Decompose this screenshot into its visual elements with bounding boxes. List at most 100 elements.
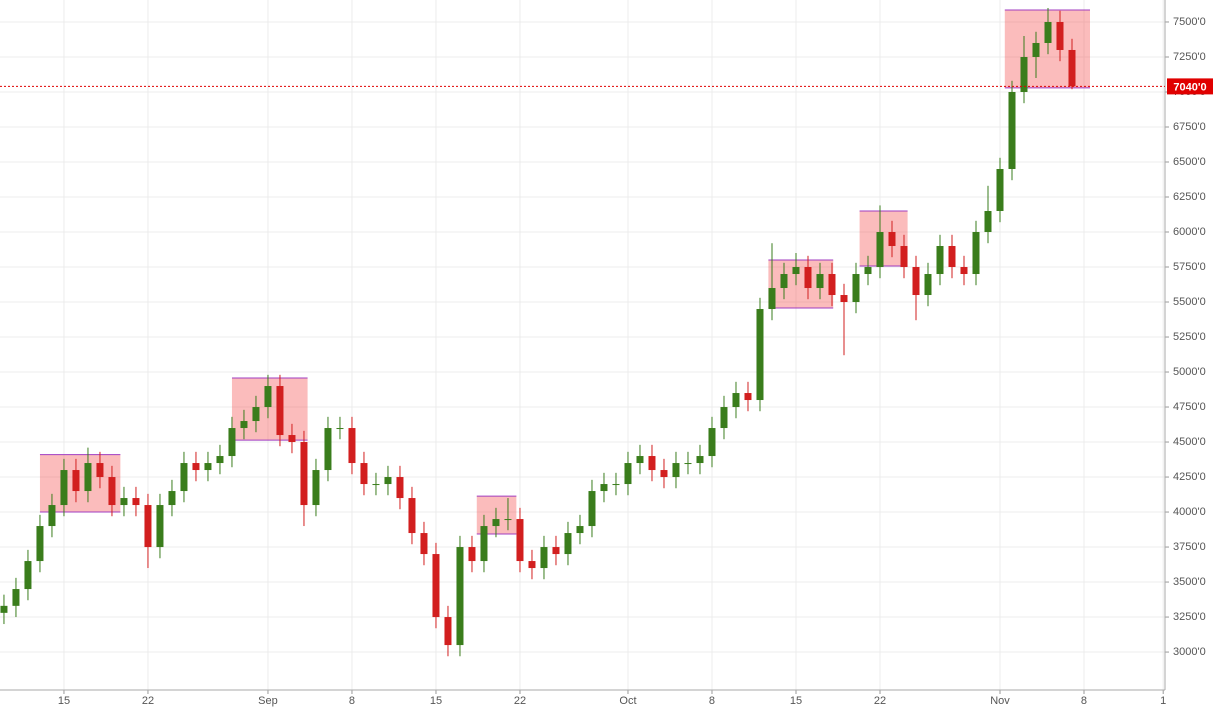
x-tick-label: 22 (142, 695, 154, 707)
x-tick-label: 22 (874, 695, 886, 707)
y-tick-label: 6750'0 (1173, 121, 1206, 133)
candle-body (744, 393, 752, 401)
candle-body (624, 463, 632, 485)
candle-body (168, 491, 176, 506)
candle-body (336, 428, 344, 430)
candle-body (516, 519, 524, 562)
candle-body (768, 288, 776, 310)
candle-body (960, 267, 968, 275)
candle-body (816, 274, 824, 289)
candle-body (120, 498, 128, 506)
y-tick-label: 3500'0 (1173, 576, 1206, 588)
x-tick-label: 15 (790, 695, 802, 707)
y-tick-label: 5000'0 (1173, 366, 1206, 378)
candle-body (48, 505, 56, 527)
candle-body (588, 491, 596, 527)
candle-body (276, 386, 284, 436)
candle-body (888, 232, 896, 247)
candle-body (420, 533, 428, 555)
candle-body (972, 232, 980, 275)
candle-body (252, 407, 260, 422)
zone (39, 454, 121, 513)
zone (859, 211, 908, 267)
candle-body (936, 246, 944, 275)
candle-body (636, 456, 644, 464)
candle-body (408, 498, 416, 534)
candle-body (696, 456, 704, 464)
candle-body (144, 505, 152, 548)
candle-body (1020, 56, 1028, 92)
candle-body (264, 386, 272, 408)
x-tick-label: 22 (514, 695, 526, 707)
candle-body (924, 274, 932, 296)
candle-body (948, 246, 956, 268)
candle-body (684, 463, 692, 465)
candle-body (552, 547, 560, 555)
x-tick-label: 1 (1160, 695, 1166, 707)
candle-body (900, 246, 908, 268)
candle-body (228, 428, 236, 457)
candle-body (300, 442, 308, 506)
candle-body (192, 463, 200, 471)
candle-body (456, 547, 464, 646)
candle-body (528, 561, 536, 569)
candle-body (864, 267, 872, 275)
candle-body (828, 274, 836, 296)
candle-body (540, 547, 548, 569)
y-tick-label: 3250'0 (1173, 611, 1206, 623)
candle-body (480, 526, 488, 562)
y-tick-label: 3000'0 (1173, 646, 1206, 658)
candle-body (1068, 49, 1076, 87)
candle-body (444, 617, 452, 646)
candle-body (504, 519, 512, 521)
y-tick-label: 6250'0 (1173, 191, 1206, 203)
candle-body (384, 477, 392, 485)
x-tick-label: Sep (258, 695, 278, 707)
candle-body (564, 533, 572, 555)
candle-body (492, 519, 500, 527)
candle-body (612, 484, 620, 486)
candle-body (660, 470, 668, 478)
y-tick-label: 5750'0 (1173, 261, 1206, 273)
candle-body (288, 435, 296, 443)
candle-body (792, 267, 800, 275)
y-tick-label: 5500'0 (1173, 296, 1206, 308)
x-tick-label: 8 (1081, 695, 1087, 707)
candle-body (1044, 21, 1052, 43)
candle-body (372, 484, 380, 486)
y-tick-label: 6000'0 (1173, 226, 1206, 238)
candle-body (180, 463, 188, 492)
candle-body (432, 554, 440, 618)
candle-body (60, 470, 68, 506)
candle-body (708, 428, 716, 457)
candle-body (996, 168, 1004, 212)
x-tick-label: 15 (58, 695, 70, 707)
y-tick-label: 4000'0 (1173, 506, 1206, 518)
candle-body (732, 393, 740, 408)
candle-body (756, 309, 764, 401)
candle-body (912, 267, 920, 296)
candle-body (312, 470, 320, 506)
candle-body (1032, 42, 1040, 57)
candle-body (804, 267, 812, 289)
candle-body (0, 605, 8, 613)
candle-body (876, 232, 884, 268)
x-tick-label: 8 (349, 695, 355, 707)
candle-body (984, 211, 992, 233)
candle-body (648, 456, 656, 471)
y-tick-label: 5250'0 (1173, 331, 1206, 343)
candle-body (720, 407, 728, 429)
last-price-box (1167, 78, 1213, 95)
candle-body (852, 274, 860, 303)
candle-body (1056, 21, 1064, 50)
candle-body (324, 428, 332, 471)
y-tick-label: 7250'0 (1173, 51, 1206, 63)
x-tick-label: Oct (619, 695, 636, 707)
candle-body (348, 428, 356, 464)
x-tick-label: Nov (990, 695, 1010, 707)
candle-body (840, 295, 848, 303)
candle-body (84, 463, 92, 492)
candle-body (600, 484, 608, 492)
candle-body (240, 421, 248, 429)
